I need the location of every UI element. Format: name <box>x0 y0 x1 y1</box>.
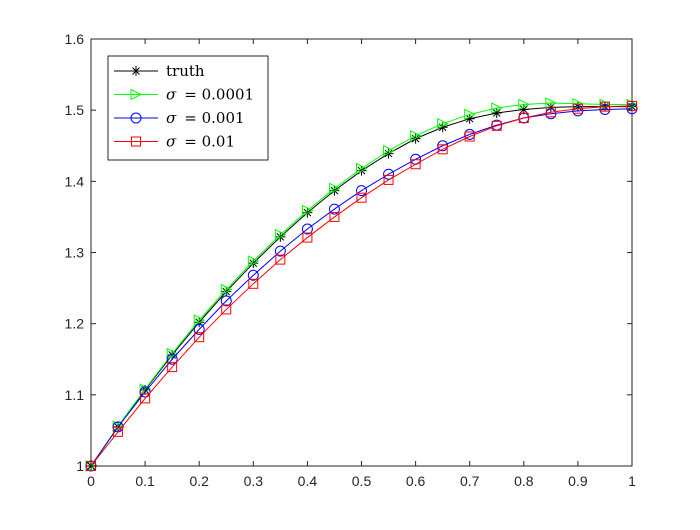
data-point <box>599 101 610 112</box>
data-point <box>383 168 395 180</box>
x-tick-label: 0.3 <box>244 473 264 489</box>
data-point <box>464 131 475 142</box>
data-point <box>329 211 340 222</box>
data-point <box>113 426 124 437</box>
y-tick-label: 1.1 <box>65 387 85 403</box>
x-tick-label: 0.9 <box>568 473 588 489</box>
legend-box <box>107 55 269 161</box>
data-point <box>545 107 556 118</box>
y-tick-label: 1.4 <box>65 173 85 189</box>
data-point <box>140 393 151 404</box>
data-point <box>301 223 313 235</box>
data-point <box>301 204 314 217</box>
legend-item-1: σ = 0.0001 <box>114 86 254 104</box>
legend-marker <box>130 112 142 124</box>
series-layer <box>85 97 639 472</box>
y-tick-label: 1.2 <box>65 316 85 332</box>
legend-label: truth <box>166 62 205 80</box>
data-point <box>356 185 367 197</box>
data-point <box>410 129 422 142</box>
data-point <box>221 304 232 315</box>
legend-item-2: σ = 0.001 <box>114 109 245 127</box>
legend-marker <box>130 88 143 101</box>
series-1 <box>85 97 639 472</box>
series-line-1 <box>90 102 632 467</box>
data-point <box>572 103 583 114</box>
data-point <box>275 254 286 265</box>
data-point <box>410 159 421 170</box>
data-point <box>328 203 340 215</box>
data-point <box>383 174 394 185</box>
y-tick-label: 1.5 <box>65 102 85 118</box>
legend-symbol: σ <box>166 109 177 127</box>
data-point <box>437 122 448 133</box>
data-point <box>356 162 368 175</box>
x-axis-ticks: 0 0.1 0.2 0.3 0.4 0.5 0.6 0.7 0.8 0.9 1 <box>87 39 636 489</box>
data-point <box>464 108 476 121</box>
data-point <box>166 353 178 365</box>
data-point <box>518 112 529 123</box>
legend-item-3: σ = 0.01 <box>114 133 235 151</box>
data-point <box>491 108 502 119</box>
y-tick-label: 1.6 <box>65 31 85 47</box>
data-point <box>328 182 341 195</box>
legend-value: = 0.001 <box>184 109 244 127</box>
data-point <box>247 255 260 267</box>
data-point <box>166 347 179 360</box>
data-point <box>274 245 286 257</box>
data-point <box>220 295 232 307</box>
data-point <box>302 232 313 243</box>
data-point <box>247 269 259 281</box>
x-tick-label: 1 <box>628 473 636 489</box>
data-point <box>437 144 448 155</box>
x-tick-label: 0.6 <box>406 473 426 489</box>
data-point <box>491 102 503 114</box>
legend-item-0: truth <box>114 62 205 80</box>
data-point <box>167 349 178 360</box>
x-tick-label: 0.4 <box>298 473 318 489</box>
legend-marker <box>131 136 141 147</box>
legend: truth σ = 0.0001 σ = 0.001 σ = 0.01 <box>107 55 269 161</box>
data-point <box>220 283 233 296</box>
data-point <box>356 192 367 203</box>
legend-value: = 0.0001 <box>184 86 254 104</box>
data-point <box>194 332 205 343</box>
y-axis-ticks: 1 1.1 1.2 1.3 1.4 1.5 1.6 <box>65 31 632 474</box>
series-3 <box>86 100 637 471</box>
data-point <box>383 144 395 157</box>
x-tick-label: 0.1 <box>135 473 155 489</box>
legend-label: σ = 0.01 <box>166 133 235 151</box>
series-line-3 <box>90 105 633 467</box>
y-tick-label: 1.3 <box>65 245 85 261</box>
data-point <box>518 104 529 115</box>
data-point <box>274 228 287 241</box>
series-line-2 <box>90 108 633 467</box>
legend-label: σ = 0.001 <box>166 109 245 127</box>
data-point <box>491 120 502 131</box>
data-point <box>193 323 205 335</box>
x-tick-label: 0 <box>87 473 95 489</box>
legend-value: = 0.01 <box>184 133 235 151</box>
legend-symbol: σ <box>166 86 177 104</box>
data-point <box>437 117 449 130</box>
x-tick-label: 0.2 <box>189 473 209 489</box>
data-point <box>248 278 259 289</box>
x-tick-label: 0.8 <box>514 473 534 489</box>
x-tick-label: 0.7 <box>460 473 480 489</box>
y-tick-label: 1 <box>76 458 84 474</box>
legend-label: σ = 0.0001 <box>166 86 254 104</box>
data-point <box>193 314 206 326</box>
legend-symbol: σ <box>166 133 177 151</box>
x-tick-label: 0.5 <box>352 473 372 489</box>
legend-marker <box>131 66 141 76</box>
data-point <box>167 362 178 373</box>
data-point <box>518 98 530 111</box>
data-point <box>545 97 557 109</box>
data-point <box>464 113 475 124</box>
